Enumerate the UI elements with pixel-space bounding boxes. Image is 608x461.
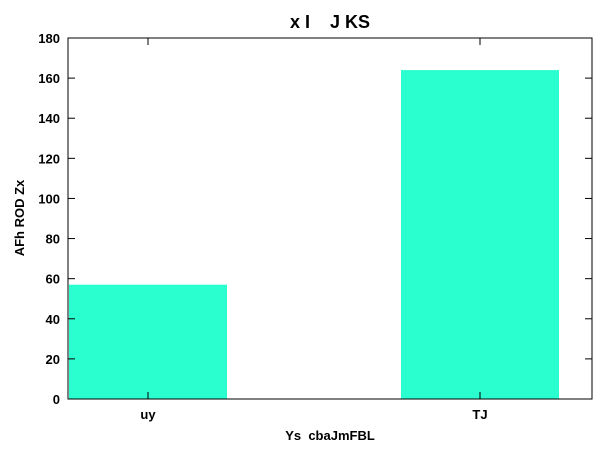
y-tick-label: 40 xyxy=(46,312,60,327)
x-tick-label: TJ xyxy=(472,407,487,422)
y-tick-label: 180 xyxy=(38,31,60,46)
chart-title: x I J KS xyxy=(290,12,370,32)
y-tick-label: 80 xyxy=(46,232,60,247)
y-tick-label: 0 xyxy=(53,392,60,407)
plot-frame xyxy=(67,37,593,400)
bar-uy xyxy=(69,284,227,399)
y-tick-label: 60 xyxy=(46,272,60,287)
bars-layer xyxy=(69,70,559,399)
y-tick-label: 120 xyxy=(38,151,60,166)
y-axis-title: AFh ROD Zx xyxy=(12,179,27,256)
x-tick-label: uy xyxy=(140,407,156,422)
ticks-layer: 0 20 40 60 80 100 120 140 160 180 uy TJ xyxy=(38,31,592,422)
y-tick-label: 100 xyxy=(38,191,60,206)
bar-TJ xyxy=(401,70,559,399)
y-tick-label: 20 xyxy=(46,352,60,367)
y-tick-label: 140 xyxy=(38,111,60,126)
x-axis-title: Ys cbaJmFBL xyxy=(285,428,375,443)
y-tick-label: 160 xyxy=(38,71,60,86)
